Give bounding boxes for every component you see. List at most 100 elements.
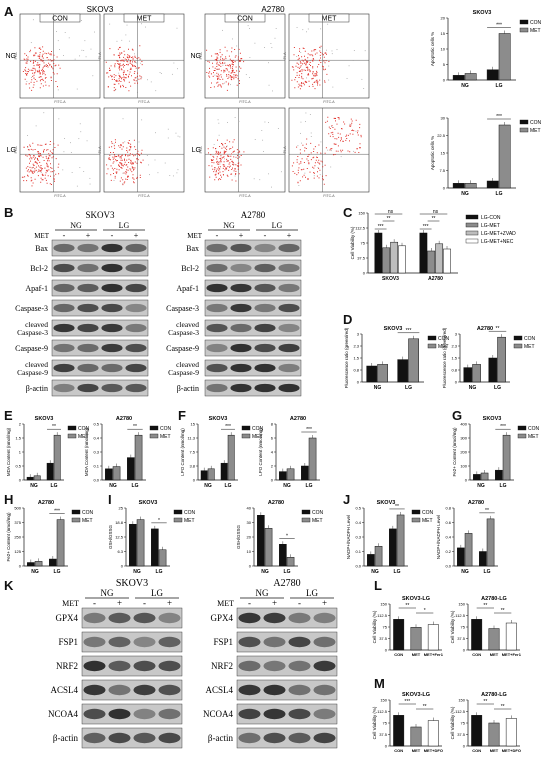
flow-event-dot bbox=[141, 119, 143, 121]
legend-label: CON bbox=[530, 20, 542, 26]
y-tick-label: 0 bbox=[249, 564, 252, 569]
flow-plot: CON FITC-A PI-A bbox=[199, 13, 286, 104]
bar bbox=[308, 437, 317, 481]
bar bbox=[374, 546, 383, 567]
flow-event-dot bbox=[296, 56, 298, 57]
legend-swatch bbox=[465, 214, 479, 220]
flow-event-dot bbox=[79, 167, 81, 169]
blot-band bbox=[77, 343, 99, 353]
bar bbox=[488, 357, 498, 383]
blot-protein-label: Caspase-9 bbox=[17, 368, 48, 377]
bar bbox=[408, 338, 419, 383]
bar bbox=[486, 518, 495, 567]
blot-band bbox=[313, 684, 336, 696]
blot-group-label: LG bbox=[306, 588, 318, 598]
blot-strip bbox=[236, 727, 338, 749]
flow-event-dot bbox=[249, 77, 250, 79]
x-tick-label: CON bbox=[394, 748, 403, 753]
blot-protein-label: Caspase-9 bbox=[168, 368, 199, 377]
legend-swatch bbox=[71, 517, 81, 523]
chart-E-skov3: 0 0.5 1 1.5 2 SKOV3 MDA Content (nmol/mg) NG LG *… bbox=[6, 416, 90, 489]
flow-event-dot bbox=[328, 65, 330, 67]
legend-swatch bbox=[71, 509, 81, 515]
legend-swatch bbox=[67, 433, 77, 439]
blot-band bbox=[206, 243, 228, 253]
blot-group-label: NG bbox=[70, 221, 82, 230]
flow-event-dot bbox=[300, 121, 302, 123]
y-axis-label: Cell Viability (%) bbox=[372, 610, 377, 643]
chart-I-skov3: 0 6.3 12.5 18.8 25 SKOV3 GSH/GSSG NG LG * CON MET bbox=[108, 500, 196, 575]
chart-title: SKOV3 bbox=[483, 416, 502, 422]
x-tick-label: MET+DFO bbox=[502, 748, 521, 753]
legend-swatch bbox=[519, 119, 529, 125]
sig-mark: *** bbox=[496, 114, 502, 120]
blot-strip bbox=[236, 631, 338, 653]
flow-event-dot bbox=[268, 122, 269, 123]
flow-event-dot bbox=[217, 119, 219, 121]
y-tick-label: 30 bbox=[441, 116, 446, 121]
y-tick-label: 1 bbox=[19, 450, 22, 455]
x-tick-label: CON bbox=[472, 652, 481, 657]
flow-event-dot bbox=[327, 149, 329, 151]
flow-event-dot bbox=[141, 23, 142, 25]
chart-G: 0 100 200 300 400 SKOV3 Fe2+ Content (nmol/mg)… bbox=[452, 416, 540, 489]
bar bbox=[53, 434, 61, 481]
y-tick-label: 2.3 bbox=[451, 344, 457, 349]
flow-event-dot bbox=[307, 28, 309, 30]
y-tick-label: 112.5 bbox=[455, 709, 465, 714]
blot-band bbox=[254, 283, 276, 293]
sig-mark: ** bbox=[485, 508, 489, 514]
blot-strip bbox=[51, 339, 149, 357]
bar bbox=[486, 69, 499, 81]
flow-event-dot bbox=[326, 49, 327, 51]
flow-event-dot bbox=[235, 156, 237, 158]
flow-event-dot bbox=[317, 167, 319, 169]
x-tick-label: NG bbox=[477, 483, 485, 489]
flow-event-dot bbox=[353, 50, 355, 52]
legend-label: CON bbox=[422, 510, 434, 516]
flow-event-dot bbox=[245, 74, 247, 76]
blot-band bbox=[108, 660, 131, 672]
flow-event-dot bbox=[352, 60, 354, 61]
bar bbox=[410, 726, 422, 747]
y-tick-label: 112.5 bbox=[377, 613, 387, 618]
flow-event-dot bbox=[80, 20, 82, 21]
bar bbox=[33, 475, 41, 481]
chart-D-a2780: 0 0.8 1.5 2.3 3 A2780 Fluorescence ratio (gree… bbox=[442, 326, 536, 391]
flow-plot-frame bbox=[103, 107, 185, 193]
blot-band bbox=[133, 660, 156, 672]
flow-event-dot bbox=[331, 53, 333, 55]
flow-event-dot bbox=[218, 134, 220, 136]
flow-x-axis-label: FITC-A bbox=[54, 194, 66, 198]
y-tick-label: 10 bbox=[441, 47, 446, 52]
blot-strip bbox=[204, 259, 302, 277]
bar bbox=[257, 515, 265, 567]
blot-title: SKOV3 bbox=[85, 210, 115, 220]
blot-band bbox=[278, 303, 300, 313]
blot-band bbox=[313, 636, 336, 648]
flow-y-axis-label: PI-A bbox=[283, 146, 287, 153]
flow-event-dot bbox=[171, 73, 173, 75]
flow-event-dot bbox=[301, 153, 303, 155]
flow-event-dot bbox=[32, 167, 34, 168]
blot-band bbox=[238, 708, 261, 720]
y-axis-label: GSH/GSSG bbox=[236, 525, 241, 550]
legend-label: CON bbox=[78, 426, 90, 432]
flow-event-dot bbox=[118, 72, 120, 74]
x-tick-label: LG bbox=[306, 483, 313, 489]
blot-band bbox=[278, 263, 300, 273]
bar bbox=[497, 336, 506, 383]
y-tick-label: 2 bbox=[271, 464, 274, 469]
flow-event-dot bbox=[128, 40, 130, 42]
x-tick-label: LG bbox=[500, 483, 507, 489]
y-tick-label: 112.5 bbox=[355, 226, 365, 231]
legend-label: MET bbox=[160, 434, 171, 440]
flow-event-dot bbox=[332, 86, 334, 88]
y-tick-label: 0 bbox=[271, 478, 274, 483]
flow-condition-tab bbox=[308, 13, 350, 23]
sig-mark: * bbox=[286, 533, 288, 539]
blot-band bbox=[238, 660, 261, 672]
blot-strip bbox=[236, 607, 338, 629]
flow-event-dot bbox=[56, 31, 57, 33]
blot-band bbox=[101, 383, 123, 393]
